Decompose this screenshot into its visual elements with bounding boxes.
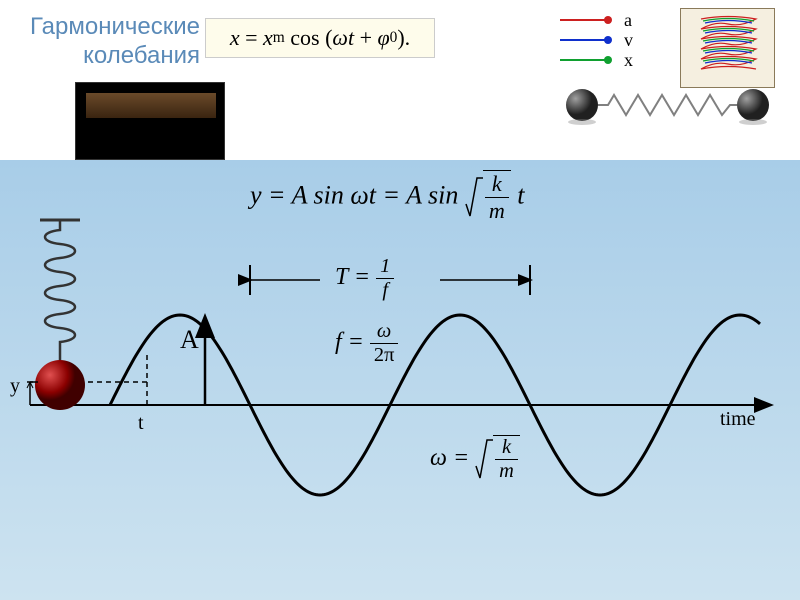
spring-3d-box <box>680 8 775 88</box>
legend-line-x <box>560 59 610 61</box>
page-title: Гармонические колебания <box>5 13 200 71</box>
photo-box <box>75 82 225 160</box>
pendulum-ball-icon <box>35 360 85 410</box>
diagram-area: y = A sin ωt = A sin k m t <box>0 160 800 600</box>
legend-row-v: v <box>560 30 660 50</box>
legend: a v x <box>560 10 660 70</box>
title-line2: колебания <box>5 42 200 71</box>
amplitude-label: A <box>180 325 199 355</box>
header-formula: x = xm cos (ωt + φ0). <box>205 18 435 58</box>
legend-line-v <box>560 39 610 41</box>
photo-table-icon <box>86 93 216 118</box>
omega-formula: ω = k m <box>430 435 520 484</box>
spring-balls-row <box>560 85 775 125</box>
wave-svg <box>0 160 800 600</box>
legend-line-a <box>560 19 610 21</box>
time-axis-label: time <box>720 408 756 431</box>
freq-formula: f = ω 2π <box>335 320 398 367</box>
t-axis-label: t <box>138 412 144 435</box>
vertical-spring-icon <box>45 220 75 360</box>
title-line1: Гармонические <box>5 13 200 42</box>
legend-row-x: x <box>560 50 660 70</box>
legend-label-a: a <box>624 10 632 31</box>
header-row: Гармонические колебания x = xm cos (ωt +… <box>0 8 800 68</box>
legend-label-x: x <box>624 50 633 71</box>
legend-row-a: a <box>560 10 660 30</box>
spring-3d-icon <box>681 9 776 89</box>
legend-label-v: v <box>624 30 633 51</box>
spring-balls-icon <box>560 85 775 125</box>
period-formula: T = 1 f <box>335 255 394 302</box>
y-axis-label: y <box>10 375 20 398</box>
